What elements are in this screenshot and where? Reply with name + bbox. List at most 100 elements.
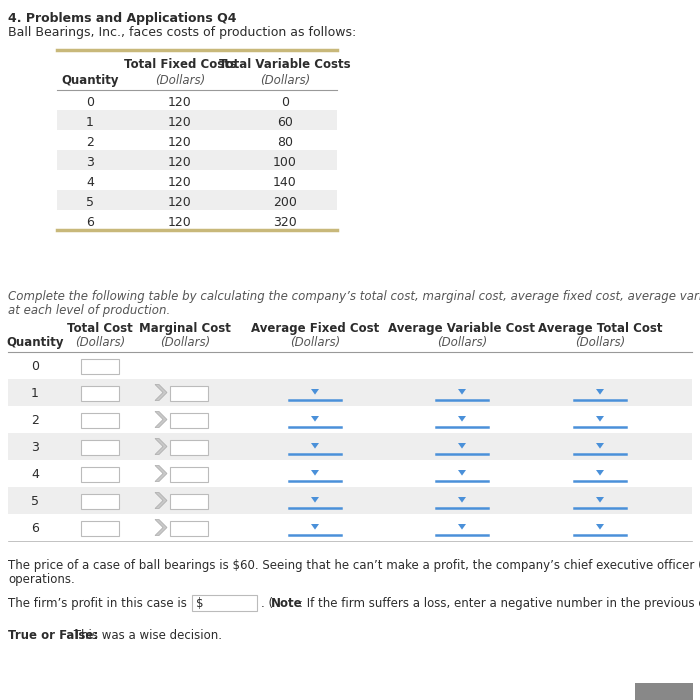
Text: 140: 140 xyxy=(273,176,297,189)
Text: 120: 120 xyxy=(168,196,192,209)
Bar xyxy=(8,433,692,460)
Text: 80: 80 xyxy=(277,136,293,149)
Text: 120: 120 xyxy=(168,96,192,109)
Text: (Dollars): (Dollars) xyxy=(437,336,487,349)
Polygon shape xyxy=(596,443,604,449)
Text: (Dollars): (Dollars) xyxy=(575,336,625,349)
Text: 120: 120 xyxy=(168,116,192,129)
Bar xyxy=(170,494,208,509)
Polygon shape xyxy=(311,524,319,530)
Bar xyxy=(8,379,692,406)
Text: (Dollars): (Dollars) xyxy=(75,336,125,349)
Polygon shape xyxy=(311,443,319,449)
Text: 1: 1 xyxy=(31,387,39,400)
Bar xyxy=(170,467,208,482)
Text: 4: 4 xyxy=(31,468,39,481)
Polygon shape xyxy=(155,466,167,482)
Text: (Dollars): (Dollars) xyxy=(260,74,310,87)
Text: Note: Note xyxy=(271,597,302,610)
Text: True or False:: True or False: xyxy=(8,629,98,642)
Text: Average Fixed Cost: Average Fixed Cost xyxy=(251,322,379,335)
Bar xyxy=(57,130,337,150)
Text: Total Fixed Costs: Total Fixed Costs xyxy=(124,58,237,71)
Text: 6: 6 xyxy=(31,522,39,535)
Polygon shape xyxy=(596,497,604,503)
Text: The price of a case of ball bearings is $60. Seeing that he can’t make a profit,: The price of a case of ball bearings is … xyxy=(8,559,700,572)
Text: This was a wise decision.: This was a wise decision. xyxy=(70,629,222,642)
Text: 320: 320 xyxy=(273,216,297,229)
Polygon shape xyxy=(458,524,466,530)
Polygon shape xyxy=(458,443,466,449)
Text: 6: 6 xyxy=(86,216,94,229)
Polygon shape xyxy=(155,412,167,428)
Text: 3: 3 xyxy=(31,441,39,454)
Text: Marginal Cost: Marginal Cost xyxy=(139,322,231,335)
Text: The firm’s profit in this case is: The firm’s profit in this case is xyxy=(8,597,187,610)
Text: (Dollars): (Dollars) xyxy=(160,336,210,349)
Text: 4: 4 xyxy=(86,176,94,189)
Bar xyxy=(8,406,692,433)
Text: 0: 0 xyxy=(31,360,39,373)
Text: Ball Bearings, Inc., faces costs of production as follows:: Ball Bearings, Inc., faces costs of prod… xyxy=(8,26,356,39)
Polygon shape xyxy=(596,416,604,421)
Text: 1: 1 xyxy=(86,116,94,129)
Text: . (: . ( xyxy=(261,597,273,610)
Bar xyxy=(8,514,692,541)
Polygon shape xyxy=(155,519,167,536)
Bar xyxy=(8,460,692,487)
Text: Average Total Cost: Average Total Cost xyxy=(538,322,662,335)
Polygon shape xyxy=(155,438,167,454)
Bar xyxy=(170,521,208,536)
Polygon shape xyxy=(311,497,319,503)
Bar xyxy=(81,494,119,509)
Text: : If the firm suffers a loss, enter a negative number in the previous cell.): : If the firm suffers a loss, enter a ne… xyxy=(299,597,700,610)
Bar xyxy=(8,352,692,379)
Text: Total Variable Costs: Total Variable Costs xyxy=(219,58,351,71)
Text: $: $ xyxy=(196,597,204,610)
Polygon shape xyxy=(458,416,466,421)
Text: Total Cost: Total Cost xyxy=(67,322,133,335)
Bar xyxy=(57,110,337,130)
Polygon shape xyxy=(596,524,604,530)
Text: 5: 5 xyxy=(86,196,94,209)
Text: 100: 100 xyxy=(273,156,297,169)
Text: 0: 0 xyxy=(281,96,289,109)
Bar xyxy=(170,413,208,428)
Text: Session: Session xyxy=(643,686,685,696)
Text: 120: 120 xyxy=(168,176,192,189)
Polygon shape xyxy=(458,389,466,395)
Text: operations.: operations. xyxy=(8,573,75,586)
Bar xyxy=(57,190,337,210)
Text: 2: 2 xyxy=(86,136,94,149)
Text: 2: 2 xyxy=(31,414,39,427)
Polygon shape xyxy=(596,389,604,395)
Bar xyxy=(81,440,119,455)
Polygon shape xyxy=(311,470,319,475)
Bar xyxy=(170,440,208,455)
Bar xyxy=(57,170,337,190)
Polygon shape xyxy=(155,493,167,508)
Text: Quantity: Quantity xyxy=(6,336,64,349)
Bar xyxy=(81,467,119,482)
Polygon shape xyxy=(311,389,319,395)
Text: 0: 0 xyxy=(86,96,94,109)
Bar xyxy=(192,595,257,611)
Text: at each level of production.: at each level of production. xyxy=(8,304,170,317)
Text: 120: 120 xyxy=(168,156,192,169)
Text: 5: 5 xyxy=(31,495,39,508)
Text: Quantity: Quantity xyxy=(62,74,119,87)
Polygon shape xyxy=(458,470,466,475)
Polygon shape xyxy=(596,470,604,475)
Text: Average Variable Cost: Average Variable Cost xyxy=(389,322,536,335)
Bar xyxy=(81,521,119,536)
Text: 3: 3 xyxy=(86,156,94,169)
Bar xyxy=(8,487,692,514)
Text: 120: 120 xyxy=(168,136,192,149)
Bar xyxy=(57,150,337,170)
Text: 200: 200 xyxy=(273,196,297,209)
Polygon shape xyxy=(155,384,167,400)
Text: Complete the following table by calculating the company’s total cost, marginal c: Complete the following table by calculat… xyxy=(8,290,700,303)
Bar xyxy=(170,386,208,401)
Polygon shape xyxy=(311,416,319,421)
Bar xyxy=(81,359,119,374)
